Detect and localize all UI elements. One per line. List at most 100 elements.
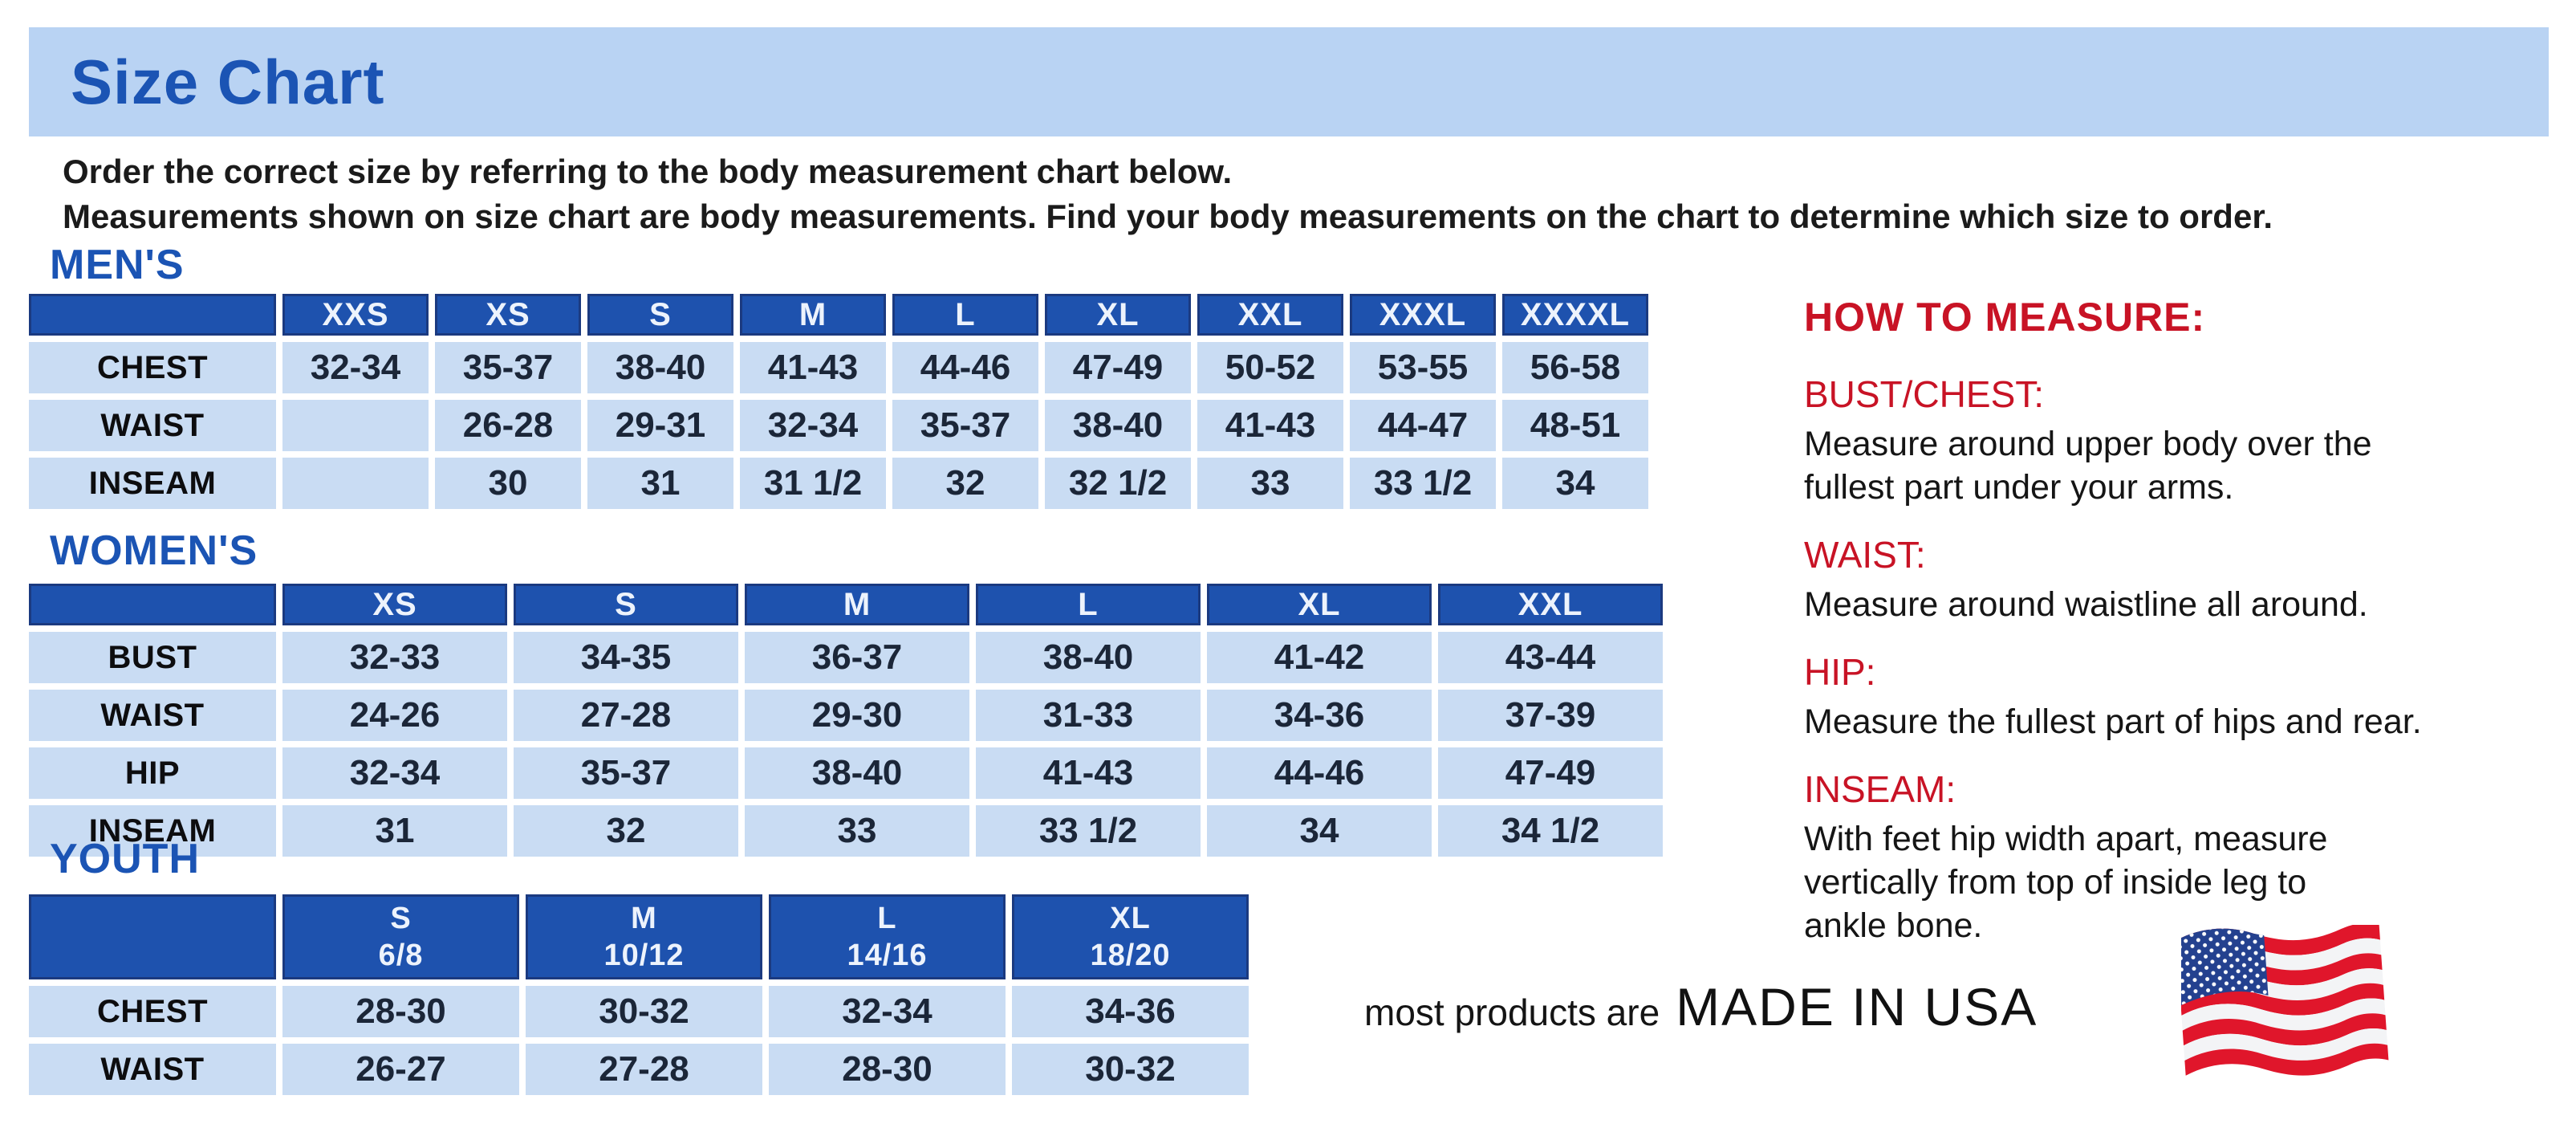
intro-text: Order the correct size by referring to t… (63, 149, 2273, 239)
measure-text-inseam: With feet hip width apart, measure verti… (1804, 817, 2526, 947)
mens-section-heading: MEN'S (50, 242, 185, 288)
size-value-cell: 41-42 (1207, 632, 1432, 683)
size-value-cell: 31 (282, 805, 507, 857)
size-column-header: XS (282, 584, 507, 625)
made-in-emphasis: MADE IN USA (1676, 977, 2038, 1036)
size-value-cell: 32 (892, 458, 1038, 509)
table-row: CHEST 32-34 35-37 38-40 41-43 44-46 47-4… (29, 342, 1648, 393)
size-value-cell: 30 (435, 458, 581, 509)
mens-header-row: XXS XS S M L XL XXL XXXL XXXXL (29, 294, 1648, 336)
table-row: HIP 32-34 35-37 38-40 41-43 44-46 47-49 (29, 747, 1663, 799)
size-column-header: XS (435, 294, 581, 336)
measure-text-line: fullest part under your arms. (1804, 468, 2234, 507)
size-value-cell: 32-34 (740, 400, 886, 451)
row-label: HIP (29, 747, 276, 799)
size-value-cell: 38-40 (745, 747, 969, 799)
corner-cell (29, 294, 276, 336)
size-column-header: M (740, 294, 886, 336)
size-name: M (631, 902, 657, 935)
measure-label-waist: WAIST: (1804, 534, 1926, 576)
size-value-cell: 31 (587, 458, 733, 509)
size-name: XL (1110, 902, 1151, 935)
size-column-header: XXL (1438, 584, 1663, 625)
size-value-cell: 35-37 (435, 342, 581, 393)
made-in-usa-line: most products are MADE IN USA (1364, 976, 2038, 1037)
youth-header-row: S 6/8 M 10/12 L 14/16 XL 18/20 (29, 894, 1249, 979)
size-value-cell: 34-36 (1012, 986, 1249, 1037)
table-row: BUST 32-33 34-35 36-37 38-40 41-42 43-44 (29, 632, 1663, 683)
measure-text-hip: Measure the fullest part of hips and rea… (1804, 700, 2526, 743)
womens-header-row: XS S M L XL XXL (29, 584, 1663, 625)
size-value-cell: 44-46 (1207, 747, 1432, 799)
row-label: WAIST (29, 690, 276, 741)
size-value-cell: 32-34 (282, 747, 507, 799)
size-range: 18/20 (1090, 939, 1171, 972)
size-value-cell: 34-36 (1207, 690, 1432, 741)
size-column-header: XXS (282, 294, 429, 336)
size-value-cell: 27-28 (514, 690, 738, 741)
youth-size-table: S 6/8 M 10/12 L 14/16 XL 18/20 CHES (22, 888, 1255, 1101)
measure-text-line: Measure around waistline all around. (1804, 585, 2368, 624)
table-row: WAIST 26-27 27-28 28-30 30-32 (29, 1044, 1249, 1095)
size-value-cell: 34 1/2 (1438, 805, 1663, 857)
row-label: CHEST (29, 342, 276, 393)
size-name: S (390, 902, 412, 935)
title-banner: Size Chart (29, 27, 2549, 136)
size-value-cell: 34 (1502, 458, 1648, 509)
size-range: 6/8 (378, 939, 424, 972)
size-value-cell: 33 1/2 (976, 805, 1201, 857)
size-column-header: S 6/8 (282, 894, 519, 979)
size-value-cell: 38-40 (976, 632, 1201, 683)
table-row: INSEAM 31 32 33 33 1/2 34 34 1/2 (29, 805, 1663, 857)
size-value-cell: 47-49 (1045, 342, 1191, 393)
size-value-cell: 38-40 (587, 342, 733, 393)
size-column-header: XXXL (1350, 294, 1496, 336)
how-to-measure-heading: HOW TO MEASURE: (1804, 295, 2206, 340)
row-label: BUST (29, 632, 276, 683)
size-column-header: XL (1045, 294, 1191, 336)
size-column-header: XXL (1197, 294, 1343, 336)
measure-text-line: With feet hip width apart, measure (1804, 820, 2328, 858)
size-value-cell: 44-47 (1350, 400, 1496, 451)
size-value-cell: 50-52 (1197, 342, 1343, 393)
size-value-cell: 53-55 (1350, 342, 1496, 393)
measure-text-bust-chest: Measure around upper body over the fulle… (1804, 422, 2526, 509)
intro-line-2: Measurements shown on size chart are bod… (63, 197, 2273, 235)
table-row: WAIST 24-26 27-28 29-30 31-33 34-36 37-3… (29, 690, 1663, 741)
mens-size-table: XXS XS S M L XL XXL XXXL XXXXL CHEST 32-… (22, 287, 1655, 515)
size-value-cell: 33 (745, 805, 969, 857)
size-value-cell: 41-43 (1197, 400, 1343, 451)
row-label: WAIST (29, 1044, 276, 1095)
size-column-header: L 14/16 (769, 894, 1006, 979)
size-column-header: M 10/12 (526, 894, 762, 979)
size-range: 14/16 (847, 939, 928, 972)
measure-text-waist: Measure around waistline all around. (1804, 583, 2526, 626)
measure-text-line: ankle bone. (1804, 906, 1983, 945)
measure-label-inseam: INSEAM: (1804, 768, 1956, 810)
size-value-cell: 28-30 (282, 986, 519, 1037)
size-value-cell: 36-37 (745, 632, 969, 683)
size-value-cell: 31-33 (976, 690, 1201, 741)
size-name: L (877, 902, 897, 935)
how-to-measure-panel: HOW TO MEASURE: BUST/CHEST: Measure arou… (1804, 294, 2526, 947)
table-row: WAIST 26-28 29-31 32-34 35-37 38-40 41-4… (29, 400, 1648, 451)
table-row: CHEST 28-30 30-32 32-34 34-36 (29, 986, 1249, 1037)
size-value-cell: 32-34 (769, 986, 1006, 1037)
page-title: Size Chart (71, 47, 385, 117)
size-value-cell: 44-46 (892, 342, 1038, 393)
row-label: CHEST (29, 986, 276, 1037)
size-value-cell: 43-44 (1438, 632, 1663, 683)
size-value-cell: 27-28 (526, 1044, 762, 1095)
size-value-cell: 37-39 (1438, 690, 1663, 741)
size-value-cell: 35-37 (514, 747, 738, 799)
corner-cell (29, 894, 276, 979)
usa-flag-icon (2176, 917, 2395, 1089)
size-value-cell: 24-26 (282, 690, 507, 741)
size-column-header: XL (1207, 584, 1432, 625)
measure-text-line: Measure around upper body over the (1804, 425, 2372, 463)
row-label: INSEAM (29, 458, 276, 509)
intro-line-1: Order the correct size by referring to t… (63, 153, 1233, 190)
size-value-cell: 47-49 (1438, 747, 1663, 799)
size-value-cell: 56-58 (1502, 342, 1648, 393)
